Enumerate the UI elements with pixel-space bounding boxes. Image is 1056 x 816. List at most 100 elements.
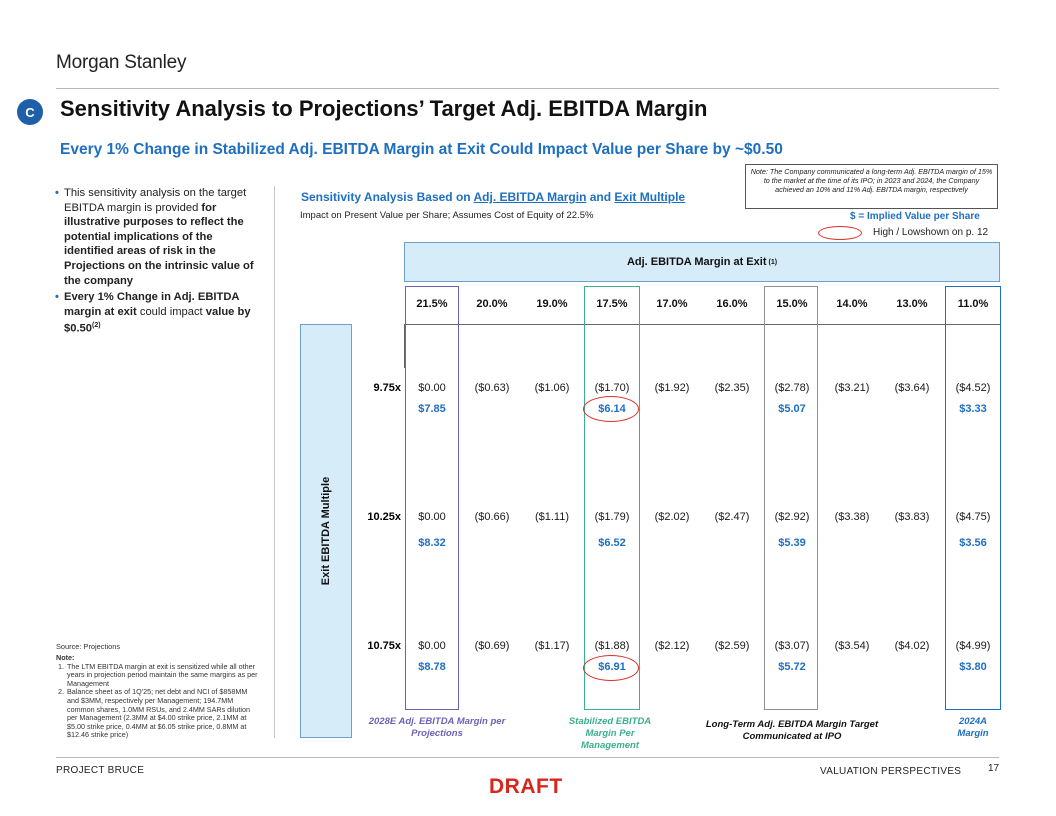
section-name: VALUATION PERSPECTIVES [820,766,962,777]
impact-cell: ($1.11) [534,511,570,523]
page-number: 17 [988,763,1000,774]
impact-cell: ($0.69) [474,640,510,652]
impact-cell: ($2.78) [774,382,810,394]
bullet-value-impact: • Every 1% Change in Adj. EBITDA margin … [55,290,265,337]
multiple-side-label: Exit EBITDA Multiple [320,476,332,586]
impact-cell: ($2.92) [774,511,810,523]
bullet2-bold2: value by $0.50 [64,305,251,336]
table-top-rule [404,324,1000,325]
column-divider [274,186,275,738]
bullet-illustrative: • This sensitivity analysis on the targe… [55,186,265,288]
margin-col-header: 16.0% [716,298,748,310]
high-value-ellipse-icon [583,396,639,422]
footnotes: Note: 1. The LTM EBITDA margin at exit is… [56,653,260,740]
bullet2-footnote: (2) [92,322,101,330]
impact-cell: $0.00 [418,511,446,523]
sensitivity-title-multiple: Exit Multiple [614,190,686,204]
impact-cell: ($2.59) [714,640,750,652]
ipo-target-column-label: Long-Term Adj. EBITDA Margin Target Comm… [705,719,879,742]
key-takeaways: • This sensitivity analysis on the targe… [55,186,265,339]
impact-cell: ($2.12) [654,640,690,652]
implied-value-cell: $5.39 [778,537,806,549]
draft-stamp: DRAFT [489,775,563,798]
bullet2-bold1: Every 1% Change in Adj. EBITDA margin at… [64,291,240,318]
margin-col-header: 15.0% [776,298,808,310]
margin-header-bar: Adj. EBITDA Margin at Exit (1) [404,242,1000,282]
bullet2-text: could impact [136,305,206,318]
footnote-number: 1. [58,661,64,671]
impact-cell: ($2.35) [714,382,750,394]
impact-cell: ($0.66) [474,511,510,523]
impact-cell: ($3.64) [894,382,930,394]
page-title: Sensitivity Analysis to Projections’ Tar… [60,96,708,121]
impact-cell: ($4.02) [894,640,930,652]
table-left-rule [404,324,405,368]
multiple-side-label-wrap: Exit EBITDA Multiple [300,324,352,738]
management-column-box [584,286,640,710]
margin-col-header: 11.0% [957,298,989,310]
impact-cell: $0.00 [418,640,446,652]
project-name: PROJECT BRUCE [56,765,145,776]
margin-col-header: 20.0% [476,298,508,310]
legend-highlight-ellipse-icon [818,226,862,240]
margin-col-header: 13.0% [896,298,928,310]
impact-cell: ($2.02) [654,511,690,523]
margin-col-header: 21.5% [416,298,448,310]
impact-cell: ($4.52) [955,382,991,394]
management-column-label: Stabilized EBITDA Margin Per Management [568,716,652,751]
implied-value-cell: $5.72 [778,661,806,673]
page-subtitle: Every 1% Change in Stabilized Adj. EBITD… [60,141,783,158]
multiple-side-bar [300,324,352,738]
margin-col-header: 17.0% [656,298,688,310]
impact-cell: ($0.63) [474,382,510,394]
impact-cell: ($3.07) [774,640,810,652]
morgan-stanley-logo: Morgan Stanley [56,52,187,73]
row-multiple-label: 9.75x [373,382,401,394]
actual-margin-column-box [945,286,1001,710]
implied-value-cell: $8.78 [418,661,446,673]
legend-high-low: High / Lowshown on p. 12 [873,227,989,238]
implied-value-cell: $6.52 [598,537,626,549]
impact-cell: ($1.17) [534,640,570,652]
bullet-dot-icon: • [55,291,59,304]
margin-col-header: 19.0% [536,298,568,310]
footnote-text: The LTM EBITDA margin at exit is sensiti… [67,661,258,688]
margin-header-footnote: (1) [768,258,778,266]
implied-value-cell: $3.56 [959,537,987,549]
impact-cell: ($3.83) [894,511,930,523]
impact-cell: ($3.38) [834,511,870,523]
row-multiple-label: 10.25x [367,511,401,523]
source-note: Source: Projections [56,642,121,651]
actual-margin-column-label: 2024A Margin [957,716,989,739]
impact-cell: ($3.54) [834,640,870,652]
implied-value-cell: $3.80 [959,661,987,673]
impact-cell: ($1.88) [594,640,630,652]
footnotes-heading: Note: [56,653,75,662]
impact-cell: ($1.70) [594,382,630,394]
margin-header-label: Adj. EBITDA Margin at Exit [626,256,767,268]
impact-cell: ($1.92) [654,382,690,394]
bullet1-bold: for illustrative purposes to reflect the… [64,201,254,287]
implied-value-cell: $5.07 [778,403,806,415]
sensitivity-subtitle: Impact on Present Value per Share; Assum… [300,210,594,221]
impact-cell: ($4.75) [955,511,991,523]
sensitivity-title-prefix: Sensitivity Analysis Based on [301,190,474,204]
impact-cell: ($1.79) [594,511,630,523]
footnote-text: Balance sheet as of 1Q'25; net debt and … [67,687,250,740]
sensitivity-title-margin: Adj. EBITDA Margin [473,190,587,204]
impact-cell: ($4.99) [955,640,991,652]
impact-cell: $0.00 [418,382,446,394]
margin-note-box: Note: The Company communicated a long-te… [745,164,998,209]
sensitivity-title-and: and [586,190,615,204]
impact-cell: ($2.47) [714,511,750,523]
implied-value-cell: $7.85 [418,403,446,415]
footnote-item: 1. The LTM EBITDA margin at exit is sensi… [56,661,260,689]
ipo-target-column-box [764,286,818,710]
footnote-item: 2. Balance sheet as of 1Q'25; net debt an… [56,688,260,740]
bullet1-text: This sensitivity analysis on the target … [64,187,247,214]
impact-cell: ($1.06) [534,382,570,394]
projections-column-label: 2028E Adj. EBITDA Margin per Projections [368,716,506,739]
sensitivity-title: Sensitivity Analysis Based on Adj. EBITD… [301,190,685,204]
legend-implied-value: $ = Implied Value per Share [850,211,980,222]
impact-cell: ($3.21) [834,382,870,394]
